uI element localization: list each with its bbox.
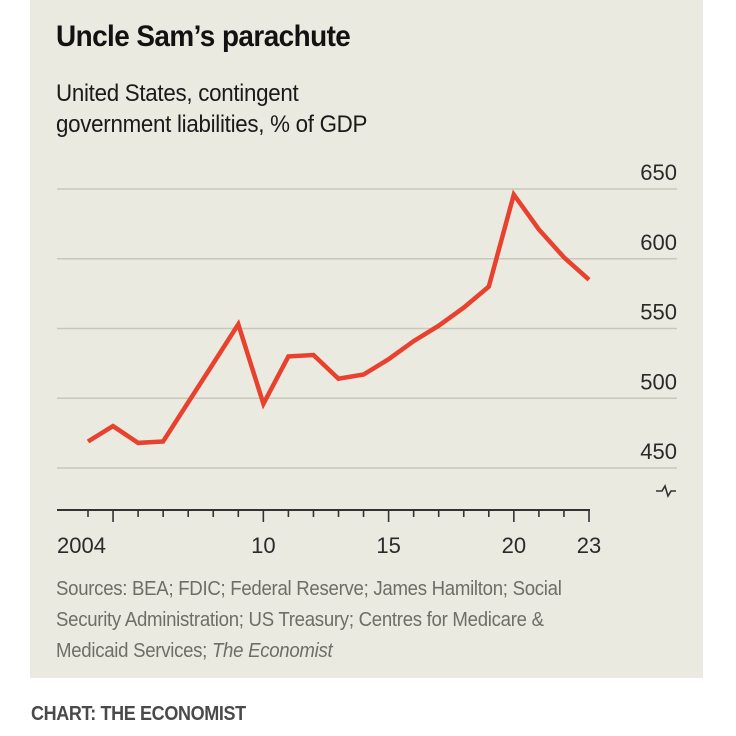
sources-note: Sources: BEA; FDIC; Federal Reserve; Jam… xyxy=(56,574,562,667)
x-axis-labels: 2004 10 15 20 23 xyxy=(57,533,601,558)
sources-line: Security Administration; US Treasury; Ce… xyxy=(56,609,544,631)
x-tick-label: 2004 xyxy=(57,533,106,558)
series xyxy=(86,189,591,446)
y-axis-labels: 450 500 550 600 650 xyxy=(640,160,677,464)
sources-publication: The Economist xyxy=(211,640,333,662)
chart-credit: CHART: THE ECONOMIST xyxy=(31,703,246,725)
x-tick-label: 23 xyxy=(577,533,601,558)
chart-panel xyxy=(30,0,703,678)
x-tick-label: 15 xyxy=(376,533,400,558)
subtitle-line: United States, contingent xyxy=(56,80,299,107)
y-tick-label: 450 xyxy=(640,439,677,464)
axis-break-icon xyxy=(656,484,676,498)
x-tick-label: 10 xyxy=(251,533,275,558)
y-tick-label: 500 xyxy=(640,369,677,394)
chart-subtitle: United States, contingent government lia… xyxy=(56,78,367,140)
y-tick-label: 650 xyxy=(640,160,677,185)
x-axis xyxy=(57,509,590,522)
y-tick-label: 550 xyxy=(640,300,677,325)
sources-line: Sources: BEA; FDIC; Federal Reserve; Jam… xyxy=(56,578,562,600)
x-tick-label: 20 xyxy=(502,533,526,558)
axis-break-mark xyxy=(656,484,676,498)
sources-text: Medicaid Services; xyxy=(56,640,212,662)
series-line xyxy=(86,189,591,446)
sources-line: Medicaid Services; The Economist xyxy=(56,636,562,667)
y-tick-label: 600 xyxy=(640,230,677,255)
chart-title: Uncle Sam’s parachute xyxy=(56,20,351,53)
gridlines xyxy=(57,188,677,469)
subtitle-line: government liabilities, % of GDP xyxy=(56,111,368,138)
